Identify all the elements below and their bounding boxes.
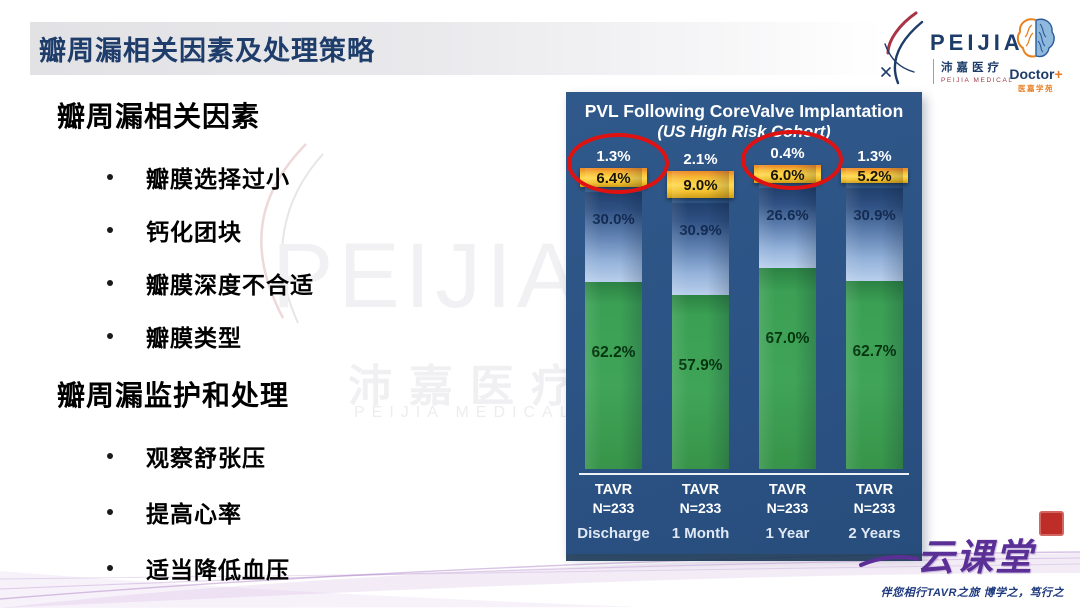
yellow-segment-value: 9.0% xyxy=(683,176,718,194)
peijia-cn-name: 沛嘉医疗 xyxy=(941,62,1003,74)
bullet-item: 钙化团块 xyxy=(107,215,314,245)
bar-column: 0.4% 6.0% 26.6% 67.0% xyxy=(740,130,843,469)
axis-category-label: 1 Month xyxy=(671,525,730,542)
blue-segment: 26.6% xyxy=(759,188,816,268)
green-segment: 62.2% xyxy=(585,282,642,469)
bar-stack: 6.4% 30.0% 62.2% xyxy=(580,168,647,469)
doctor-word: Doctor xyxy=(1009,66,1055,82)
axis-n-label: N=233 xyxy=(766,500,809,516)
doctor-wordmark: Doctor+ xyxy=(1004,66,1068,82)
blue-segment-value: 26.6% xyxy=(766,207,809,225)
peijia-wordmark: PEIJIA xyxy=(930,30,1024,55)
yellow-segment: 5.2% xyxy=(841,167,908,185)
bullet-item: 适当降低血压 xyxy=(107,553,314,583)
axis-category-label: 2 Years xyxy=(848,525,901,542)
yunketang-tagline: 伴您相行TAVR之旅 博学之，笃行之 xyxy=(880,587,1064,599)
bar-column: 2.1% 9.0% 30.9% 57.9% xyxy=(667,150,734,469)
axis-label-column: TAVR N=233 Discharge xyxy=(577,482,650,542)
bar-column: 1.3% 6.4% 30.0% 62.2% xyxy=(566,133,669,469)
yunketang-wordmark: 云课堂 xyxy=(917,535,1034,579)
axis-category-label: 1 Year xyxy=(765,525,810,542)
doctor-plus-sign: + xyxy=(1054,66,1063,82)
bullet-list-management: 观察舒张压提高心率适当降低血压 xyxy=(107,441,314,583)
axis-labels-row: TAVR N=233 Discharge TAVR N=233 1 Month TAVR N=… xyxy=(566,482,922,542)
yellow-segment: 9.0% xyxy=(667,170,734,198)
bullet-item: 观察舒张压 xyxy=(107,441,314,471)
doctor-cn-name: 医嘉学苑 xyxy=(1018,84,1054,93)
bullet-item: 瓣膜类型 xyxy=(107,321,314,351)
axis-category-label: Discharge xyxy=(577,525,650,542)
bar-stack: 6.0% 26.6% 67.0% xyxy=(754,165,821,469)
brain-icon xyxy=(1016,18,1055,58)
watermark-wordmark: PEIJIA xyxy=(272,225,584,327)
bullet-item: 瓣膜选择过小 xyxy=(107,162,314,192)
x-axis-line xyxy=(579,473,909,475)
bullet-item: 提高心率 xyxy=(107,497,314,527)
green-segment-value: 62.2% xyxy=(591,344,636,362)
section-heading-factors: 瓣周漏相关因素 xyxy=(57,101,261,132)
green-segment: 67.0% xyxy=(759,268,816,469)
pvl-chart: PVL Following CoreValve Implantation (US… xyxy=(566,92,922,554)
green-segment: 57.9% xyxy=(672,295,729,469)
red-circle-annotation xyxy=(740,130,843,191)
axis-group-label: TAVR xyxy=(681,482,720,498)
slide-title-bar: 瓣周漏相关因素及处理策略 xyxy=(30,22,886,75)
axis-label-column: TAVR N=233 1 Month xyxy=(671,482,730,542)
bar-column: 1.3% 5.2% 30.9% 62.7% xyxy=(841,147,908,469)
bar-stack: 5.2% 30.9% 62.7% xyxy=(841,167,908,469)
axis-label-column: TAVR N=233 2 Years xyxy=(846,482,903,542)
axis-group-label: TAVR xyxy=(768,482,807,498)
blue-segment-value: 30.9% xyxy=(679,221,722,239)
watermark-en: PEIJIA MEDICAL xyxy=(354,404,576,421)
bullet-item: 瓣膜深度不合适 xyxy=(107,268,314,298)
peijia-logo-mark-icon xyxy=(881,11,924,85)
blue-segment: 30.0% xyxy=(585,192,642,283)
axis-label-column: TAVR N=233 1 Year xyxy=(759,482,816,542)
page-title: 瓣周漏相关因素及处理策略 xyxy=(39,36,375,66)
bar-stack: 9.0% 30.9% 57.9% xyxy=(667,170,734,469)
red-circle-annotation xyxy=(566,133,669,195)
axis-n-label: N=233 xyxy=(679,500,722,516)
bar-top-value: 2.1% xyxy=(683,150,718,168)
axis-n-label: N=233 xyxy=(592,500,635,516)
bars-row: 1.3% 6.4% 30.0% 62.2% 2.1% 9.0% 30.9% 57.9% 0.4%… xyxy=(566,130,922,469)
blue-segment: 30.9% xyxy=(672,202,729,296)
yunketang-logo: 云课堂 伴您相行TAVR之旅 博学之，笃行之 xyxy=(829,511,1064,600)
blue-segment: 30.9% xyxy=(846,188,903,281)
green-segment-value: 57.9% xyxy=(678,357,723,375)
axis-n-label: N=233 xyxy=(853,500,896,516)
yellow-segment-value: 5.2% xyxy=(857,167,892,185)
left-content: 瓣周漏相关因素 瓣膜选择过小 钙化团块瓣膜深度不合适 瓣膜类型 瓣周漏监护和处理 观… xyxy=(57,95,314,608)
peijia-logo-text: PEIJIA 沛嘉医疗 PEIJIA MEDICAL xyxy=(930,30,1024,86)
doctor-plus-logo: Doctor+ 医嘉学苑 xyxy=(1004,16,1068,94)
green-segment: 62.7% xyxy=(846,280,903,469)
seal-stamp-icon xyxy=(1039,511,1064,536)
bullet-list-factors: 瓣膜选择过小 钙化团块瓣膜深度不合适 瓣膜类型 xyxy=(107,162,314,351)
peijia-subtext: 沛嘉医疗 PEIJIA MEDICAL xyxy=(933,59,1024,84)
bar-top-value: 1.3% xyxy=(857,147,892,165)
axis-group-label: TAVR xyxy=(855,482,894,498)
axis-group-label: TAVR xyxy=(594,482,633,498)
green-segment-value: 67.0% xyxy=(765,330,810,347)
section-heading-management: 瓣周漏监护和处理 xyxy=(57,380,290,411)
peijia-en-name: PEIJIA MEDICAL xyxy=(941,77,1014,84)
peijia-logo: PEIJIA 沛嘉医疗 PEIJIA MEDICAL xyxy=(876,10,1024,86)
green-segment-value: 62.7% xyxy=(852,342,897,360)
watermark-cn: 沛嘉医疗 xyxy=(348,362,592,411)
blue-segment-value: 30.0% xyxy=(592,211,635,229)
blue-segment-value: 30.9% xyxy=(853,207,896,225)
yun-stroke-icon xyxy=(859,555,919,567)
chart-title: PVL Following CoreValve Implantation xyxy=(584,101,904,121)
